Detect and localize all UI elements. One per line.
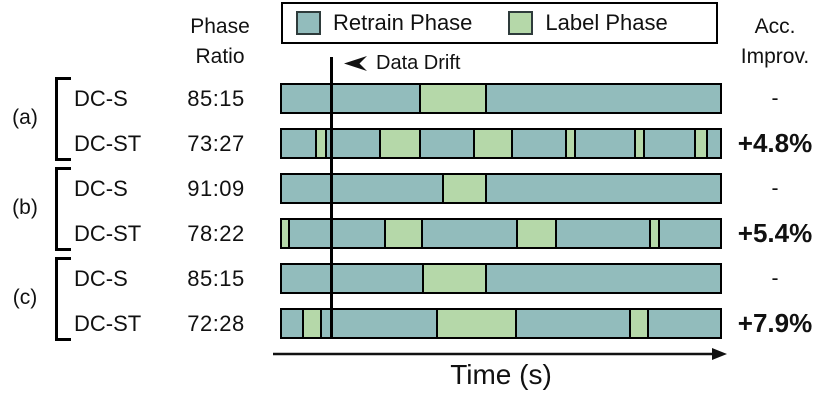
row-variant-label: DC-ST bbox=[74, 221, 142, 246]
legend-label-label: Label Phase bbox=[545, 10, 668, 35]
data-drift-text: Data Drift bbox=[376, 52, 461, 74]
group-bracket bbox=[55, 167, 71, 251]
row-variant-label: DC-ST bbox=[74, 131, 142, 156]
timeline-bar bbox=[280, 308, 722, 339]
legend-item-label: Label Phase bbox=[508, 10, 668, 36]
bar-segment-label bbox=[650, 220, 661, 247]
bar-segment-label bbox=[567, 130, 577, 157]
acc-improv-header: Acc. Improv. bbox=[740, 15, 810, 68]
bar-segment-label bbox=[386, 220, 423, 247]
phase-ratio-value: 85:15 bbox=[187, 266, 245, 291]
acc-improv-value: - bbox=[771, 267, 779, 290]
row-variant-label: DC-S bbox=[74, 86, 128, 111]
legend-swatch-label-icon bbox=[508, 11, 534, 35]
bar-segment-retrain bbox=[282, 265, 424, 292]
bar-segment-retrain bbox=[420, 130, 476, 157]
bar-segment-retrain bbox=[422, 220, 518, 247]
data-drift-annotation: Data Drift bbox=[344, 52, 460, 75]
timeline-bar bbox=[280, 218, 722, 249]
bar-segment-label bbox=[420, 85, 488, 112]
bar-segment-retrain bbox=[487, 265, 720, 292]
phase-ratio-value: 91:09 bbox=[187, 176, 245, 201]
bar-segment-retrain bbox=[487, 175, 720, 202]
bar-segment-retrain bbox=[282, 175, 444, 202]
bar-segment-retrain bbox=[289, 220, 387, 247]
left-arrowhead-icon bbox=[344, 56, 367, 71]
bar-segment-label bbox=[381, 130, 421, 157]
bar-segment-retrain bbox=[576, 130, 636, 157]
timeline-bar bbox=[280, 263, 722, 294]
bar-segment-label bbox=[423, 265, 488, 292]
bar-segment-retrain bbox=[708, 130, 720, 157]
phase-ratio-value: 73:27 bbox=[187, 131, 245, 156]
bar-segment-retrain bbox=[282, 130, 317, 157]
bar-segment-retrain bbox=[282, 85, 421, 112]
time-axis-arrow bbox=[273, 348, 727, 360]
bar-segment-retrain bbox=[282, 310, 304, 337]
time-axis-label: Time (s) bbox=[450, 359, 552, 390]
acc-improv-value: +4.8% bbox=[737, 128, 813, 158]
legend-item-retrain: Retrain Phase bbox=[296, 10, 472, 36]
bar-segment-retrain bbox=[326, 130, 382, 157]
phase-ratio-value: 72:28 bbox=[187, 311, 245, 336]
timeline-bar bbox=[280, 83, 722, 114]
legend: Retrain Phase Label Phase bbox=[281, 2, 718, 44]
acc-improv-value: +5.4% bbox=[737, 218, 813, 248]
group-label: (b) bbox=[12, 196, 38, 219]
bar-segment-retrain bbox=[660, 220, 720, 247]
bar-segment-label bbox=[696, 130, 709, 157]
group-label: (c) bbox=[12, 286, 38, 309]
data-drift-marker-line bbox=[330, 57, 333, 338]
bar-segment-label bbox=[630, 310, 649, 337]
bar-segment-label bbox=[443, 175, 488, 202]
bar-segment-retrain bbox=[321, 310, 438, 337]
bar-segment-retrain bbox=[557, 220, 651, 247]
phase-ratio-value: 78:22 bbox=[187, 221, 245, 246]
bar-segment-label bbox=[517, 220, 558, 247]
phase-ratio-header: Phase Ratio bbox=[190, 15, 250, 68]
bar-segment-label bbox=[316, 130, 327, 157]
acc-improv-value: - bbox=[771, 87, 779, 110]
row-variant-label: DC-ST bbox=[74, 311, 142, 336]
bar-segment-retrain bbox=[487, 85, 720, 112]
acc-improv-value: - bbox=[771, 177, 779, 200]
bar-segment-label bbox=[303, 310, 322, 337]
group-label: (a) bbox=[12, 106, 38, 129]
bar-segment-label bbox=[437, 310, 517, 337]
legend-swatch-retrain-icon bbox=[296, 11, 321, 35]
bar-segment-label bbox=[475, 130, 513, 157]
bar-segment-retrain bbox=[648, 310, 720, 337]
acc-improv-value: +7.9% bbox=[737, 308, 813, 338]
bar-segment-retrain bbox=[512, 130, 568, 157]
row-variant-label: DC-S bbox=[74, 176, 128, 201]
group-bracket bbox=[55, 77, 71, 161]
timeline-bar bbox=[280, 128, 722, 159]
bar-segment-retrain bbox=[516, 310, 631, 337]
bar-segment-retrain bbox=[644, 130, 697, 157]
group-bracket bbox=[55, 257, 71, 341]
legend-label-retrain: Retrain Phase bbox=[333, 10, 473, 35]
bar-segment-label bbox=[635, 130, 645, 157]
timeline-bar bbox=[280, 173, 722, 204]
row-variant-label: DC-S bbox=[74, 266, 128, 291]
phase-ratio-value: 85:15 bbox=[187, 86, 245, 111]
bar-segment-label bbox=[282, 220, 290, 247]
